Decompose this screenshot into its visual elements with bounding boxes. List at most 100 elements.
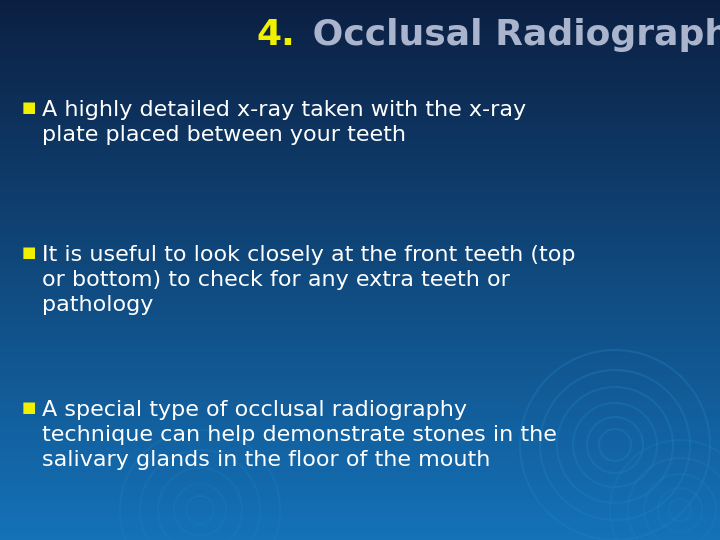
Bar xyxy=(0,184,720,186)
Bar xyxy=(0,275,720,278)
Text: A highly detailed x-ray taken with the x-ray
plate placed between your teeth: A highly detailed x-ray taken with the x… xyxy=(42,100,526,145)
Bar xyxy=(0,3,720,5)
Bar xyxy=(0,146,720,148)
Bar xyxy=(0,148,720,151)
Bar xyxy=(0,265,720,267)
Bar xyxy=(0,454,720,456)
Bar xyxy=(0,116,720,119)
Bar xyxy=(0,186,720,189)
Bar xyxy=(0,392,720,394)
Bar xyxy=(0,424,720,427)
Bar xyxy=(0,489,720,491)
Bar xyxy=(0,351,720,354)
Bar xyxy=(0,410,720,413)
Bar xyxy=(0,354,720,356)
Bar xyxy=(0,200,720,202)
Bar xyxy=(0,103,720,105)
Bar xyxy=(0,459,720,462)
Bar xyxy=(0,68,720,70)
Bar xyxy=(0,451,720,454)
Bar xyxy=(0,243,720,246)
Bar xyxy=(0,73,720,76)
Bar xyxy=(0,11,720,14)
Bar xyxy=(0,173,720,176)
Bar xyxy=(0,165,720,167)
Bar xyxy=(0,8,720,11)
Bar xyxy=(0,286,720,289)
Text: ■: ■ xyxy=(22,245,37,260)
Bar xyxy=(0,532,720,535)
Bar xyxy=(0,213,720,216)
Bar xyxy=(0,389,720,392)
Bar xyxy=(0,130,720,132)
Bar xyxy=(0,157,720,159)
Bar xyxy=(0,189,720,192)
Bar xyxy=(0,65,720,68)
Bar xyxy=(0,343,720,346)
Bar xyxy=(0,500,720,502)
Bar xyxy=(0,370,720,373)
Bar xyxy=(0,140,720,143)
Bar xyxy=(0,92,720,94)
Bar xyxy=(0,14,720,16)
Bar xyxy=(0,224,720,227)
Bar xyxy=(0,176,720,178)
Bar xyxy=(0,202,720,205)
Bar xyxy=(0,443,720,445)
Bar xyxy=(0,475,720,478)
Bar xyxy=(0,394,720,397)
Bar xyxy=(0,348,720,351)
Bar xyxy=(0,124,720,127)
Text: ■: ■ xyxy=(22,100,37,115)
Bar xyxy=(0,205,720,208)
Bar xyxy=(0,294,720,297)
Bar xyxy=(0,400,720,402)
Bar xyxy=(0,122,720,124)
Text: 4.: 4. xyxy=(256,18,295,52)
Bar xyxy=(0,197,720,200)
Bar xyxy=(0,227,720,229)
Bar xyxy=(0,510,720,513)
Bar xyxy=(0,470,720,472)
Bar xyxy=(0,59,720,62)
Bar xyxy=(0,132,720,135)
Bar xyxy=(0,19,720,22)
Bar xyxy=(0,105,720,108)
Bar xyxy=(0,319,720,321)
Bar xyxy=(0,359,720,362)
Bar xyxy=(0,100,720,103)
Bar xyxy=(0,329,720,332)
Bar xyxy=(0,30,720,32)
Bar xyxy=(0,346,720,348)
Bar xyxy=(0,221,720,224)
Bar xyxy=(0,238,720,240)
Bar xyxy=(0,418,720,421)
Bar xyxy=(0,405,720,408)
Bar xyxy=(0,535,720,537)
Bar xyxy=(0,89,720,92)
Bar xyxy=(0,375,720,378)
Bar xyxy=(0,437,720,440)
Bar xyxy=(0,240,720,243)
Bar xyxy=(0,362,720,364)
Bar xyxy=(0,529,720,532)
Bar xyxy=(0,108,720,111)
Bar xyxy=(0,478,720,481)
Bar xyxy=(0,248,720,251)
Bar xyxy=(0,327,720,329)
Bar xyxy=(0,448,720,451)
Bar xyxy=(0,432,720,435)
Bar xyxy=(0,208,720,211)
Bar xyxy=(0,308,720,310)
Bar xyxy=(0,192,720,194)
Bar xyxy=(0,230,720,232)
Bar xyxy=(0,435,720,437)
Bar xyxy=(0,178,720,181)
Bar xyxy=(0,151,720,154)
Bar xyxy=(0,513,720,516)
Bar xyxy=(0,162,720,165)
Bar xyxy=(0,119,720,122)
Bar xyxy=(0,40,720,43)
Bar xyxy=(0,81,720,84)
Bar xyxy=(0,167,720,170)
